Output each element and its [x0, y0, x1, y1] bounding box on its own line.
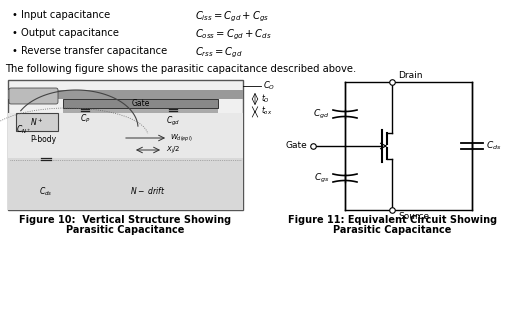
Bar [8, 113, 243, 158]
Text: P-body: P-body [30, 135, 56, 145]
Text: $C_{ds}$: $C_{ds}$ [39, 186, 52, 198]
Text: $W_{d(epl)}$: $W_{d(epl)}$ [170, 133, 193, 143]
Text: $X_j/2$: $X_j/2$ [166, 144, 180, 156]
Text: Figure 10:  Vertical Structure Showing: Figure 10: Vertical Structure Showing [20, 215, 232, 225]
Text: The following figure shows the parasitic capacitance described above.: The following figure shows the parasitic… [5, 64, 356, 74]
Text: $C_{gd}$: $C_{gd}$ [313, 108, 329, 121]
Text: $t_{ox}$: $t_{ox}$ [261, 104, 272, 117]
Text: • Reverse transfer capacitance: • Reverse transfer capacitance [12, 46, 167, 56]
Text: $C_{iss} = C_{gd} + C_{gs}$: $C_{iss} = C_{gd} + C_{gs}$ [195, 10, 269, 24]
Text: • Input capacitance: • Input capacitance [12, 10, 110, 20]
Text: Gate: Gate [131, 99, 149, 108]
Text: $C_{gs}$: $C_{gs}$ [314, 172, 329, 185]
Text: $C_{N^+}$: $C_{N^+}$ [16, 124, 32, 136]
FancyBboxPatch shape [9, 88, 58, 104]
Bar [63, 108, 218, 113]
Bar [8, 80, 243, 210]
Text: $C_{oss} = C_{gd} + C_{ds}$: $C_{oss} = C_{gd} + C_{ds}$ [195, 28, 271, 42]
Text: $C_{ds}$: $C_{ds}$ [486, 140, 501, 152]
Text: $C_{gd}$: $C_{gd}$ [166, 114, 180, 128]
Text: Gate: Gate [285, 141, 307, 151]
Text: $t_O$: $t_O$ [261, 93, 270, 105]
Text: $C_P$: $C_P$ [80, 113, 90, 125]
Text: Parasitic Capacitance: Parasitic Capacitance [333, 225, 452, 235]
Text: Parasitic Capacitance: Parasitic Capacitance [66, 225, 184, 235]
Bar [8, 158, 243, 210]
Bar [8, 90, 243, 99]
Text: Drain: Drain [398, 71, 422, 80]
Text: $N^+$: $N^+$ [30, 116, 43, 128]
Text: Figure 11: Equivalent Circuit Showing: Figure 11: Equivalent Circuit Showing [288, 215, 497, 225]
Bar [63, 99, 218, 108]
Text: $C_{rss} = C_{gd}$: $C_{rss} = C_{gd}$ [195, 46, 243, 60]
Text: $C_O$: $C_O$ [263, 80, 275, 92]
Bar [16, 113, 58, 131]
Text: $N-$ drift: $N-$ drift [130, 184, 166, 195]
Text: • Output capacitance: • Output capacitance [12, 28, 119, 38]
Text: Source: Source [398, 212, 429, 221]
